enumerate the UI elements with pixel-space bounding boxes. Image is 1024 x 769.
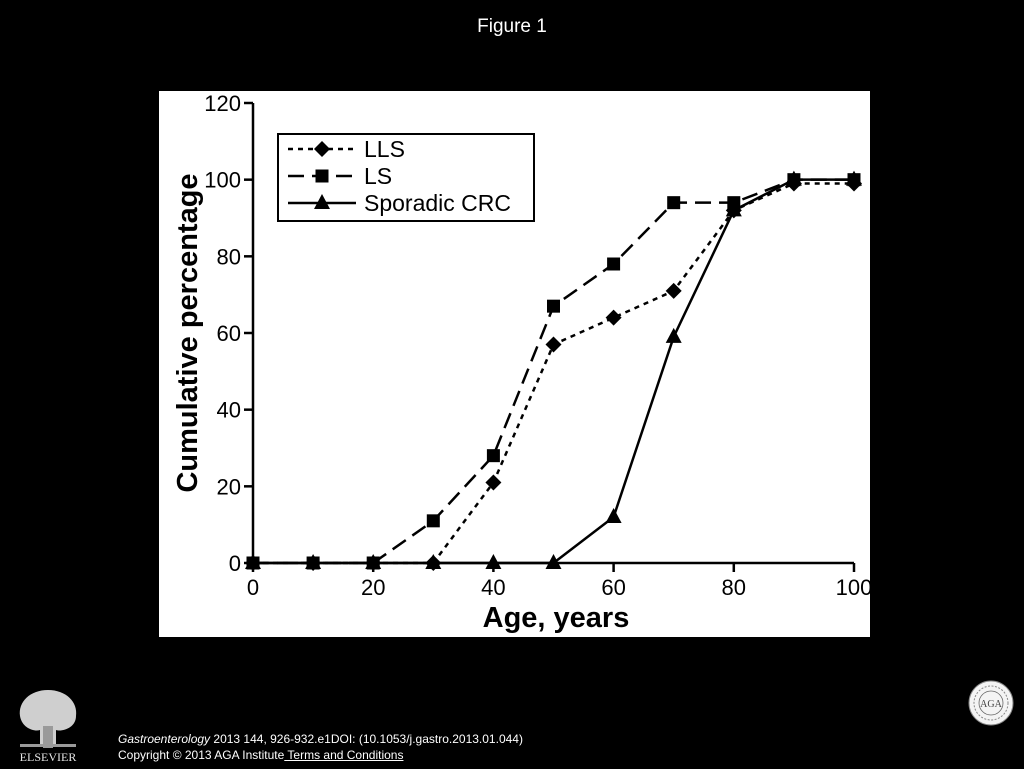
data-point [485, 474, 502, 491]
y-tick-label: 60 [217, 321, 241, 346]
series-ls [246, 173, 861, 570]
legend-label: Sporadic CRC [364, 190, 511, 216]
data-point [665, 282, 682, 299]
elsevier-logo: ELSEVIER [10, 682, 86, 764]
x-tick-label: 100 [836, 575, 870, 600]
elsevier-wordmark: ELSEVIER [20, 750, 77, 764]
data-point [605, 508, 622, 523]
data-point [605, 309, 622, 326]
copyright-line: Copyright © 2013 AGA Institute Terms and… [118, 747, 523, 763]
data-point [245, 554, 261, 569]
data-point [665, 327, 682, 343]
y-tick-label: 20 [217, 474, 241, 499]
x-tick-label: 40 [481, 575, 505, 600]
y-tick-label: 80 [217, 244, 241, 269]
chart-panel: 0 20 40 60 80 100 120 0 20 40 60 80 100 LLS LS Sporadi… [159, 91, 870, 637]
terms-link[interactable]: Terms and Conditions [284, 748, 404, 762]
series-line [253, 178, 854, 565]
data-point [365, 554, 382, 569]
slide-title: Figure 1 [477, 16, 547, 37]
series-lls [245, 175, 862, 571]
x-axis-title: Age, years [483, 602, 630, 634]
y-tick-label: 120 [204, 91, 241, 116]
y-tick-label: 40 [217, 398, 241, 423]
journal-name: Gastroenterology [118, 732, 211, 746]
legend-label: LLS [364, 136, 405, 162]
y-tick-label: 0 [229, 551, 241, 576]
x-tick-label: 20 [361, 575, 385, 600]
copyright-text: Copyright © 2013 AGA Institute [118, 748, 285, 762]
x-tick-label: 60 [601, 575, 625, 600]
citation-line: Gastroenterology 2013 144, 926-932.e1DOI… [118, 731, 523, 747]
data-point [545, 554, 562, 569]
series-line [253, 182, 854, 565]
legend-marker [314, 194, 330, 209]
data-point [545, 336, 562, 353]
legend-label: LS [364, 163, 392, 189]
series-line [253, 178, 854, 565]
y-axis-title: Cumulative percentage [172, 173, 204, 492]
data-point [425, 554, 442, 569]
data-point [725, 201, 742, 217]
data-point [846, 170, 862, 186]
data-point [426, 514, 440, 528]
data-point [607, 257, 621, 271]
aga-seal-icon: AGA [968, 680, 1014, 726]
data-point [305, 554, 322, 569]
series-sporadic-crc [245, 170, 862, 569]
line-chart: 0 20 40 60 80 100 120 0 20 40 60 80 100 LLSLSSporadi… [172, 91, 870, 634]
data-point [547, 299, 560, 313]
legend-marker [314, 141, 330, 157]
data-point [667, 196, 681, 210]
y-tick-label: 100 [204, 168, 241, 193]
data-point [485, 554, 502, 569]
citation-footer: Gastroenterology 2013 144, 926-932.e1DOI… [118, 731, 523, 763]
citation-details: 2013 144, 926-932.e1DOI: (10.1053/j.gast… [210, 732, 523, 746]
data-point [486, 449, 500, 463]
aga-seal-text: AGA [980, 699, 1002, 710]
legend-marker [315, 169, 329, 183]
data-point [785, 170, 802, 186]
x-tick-label: 0 [247, 575, 259, 600]
x-tick-label: 80 [722, 575, 746, 600]
